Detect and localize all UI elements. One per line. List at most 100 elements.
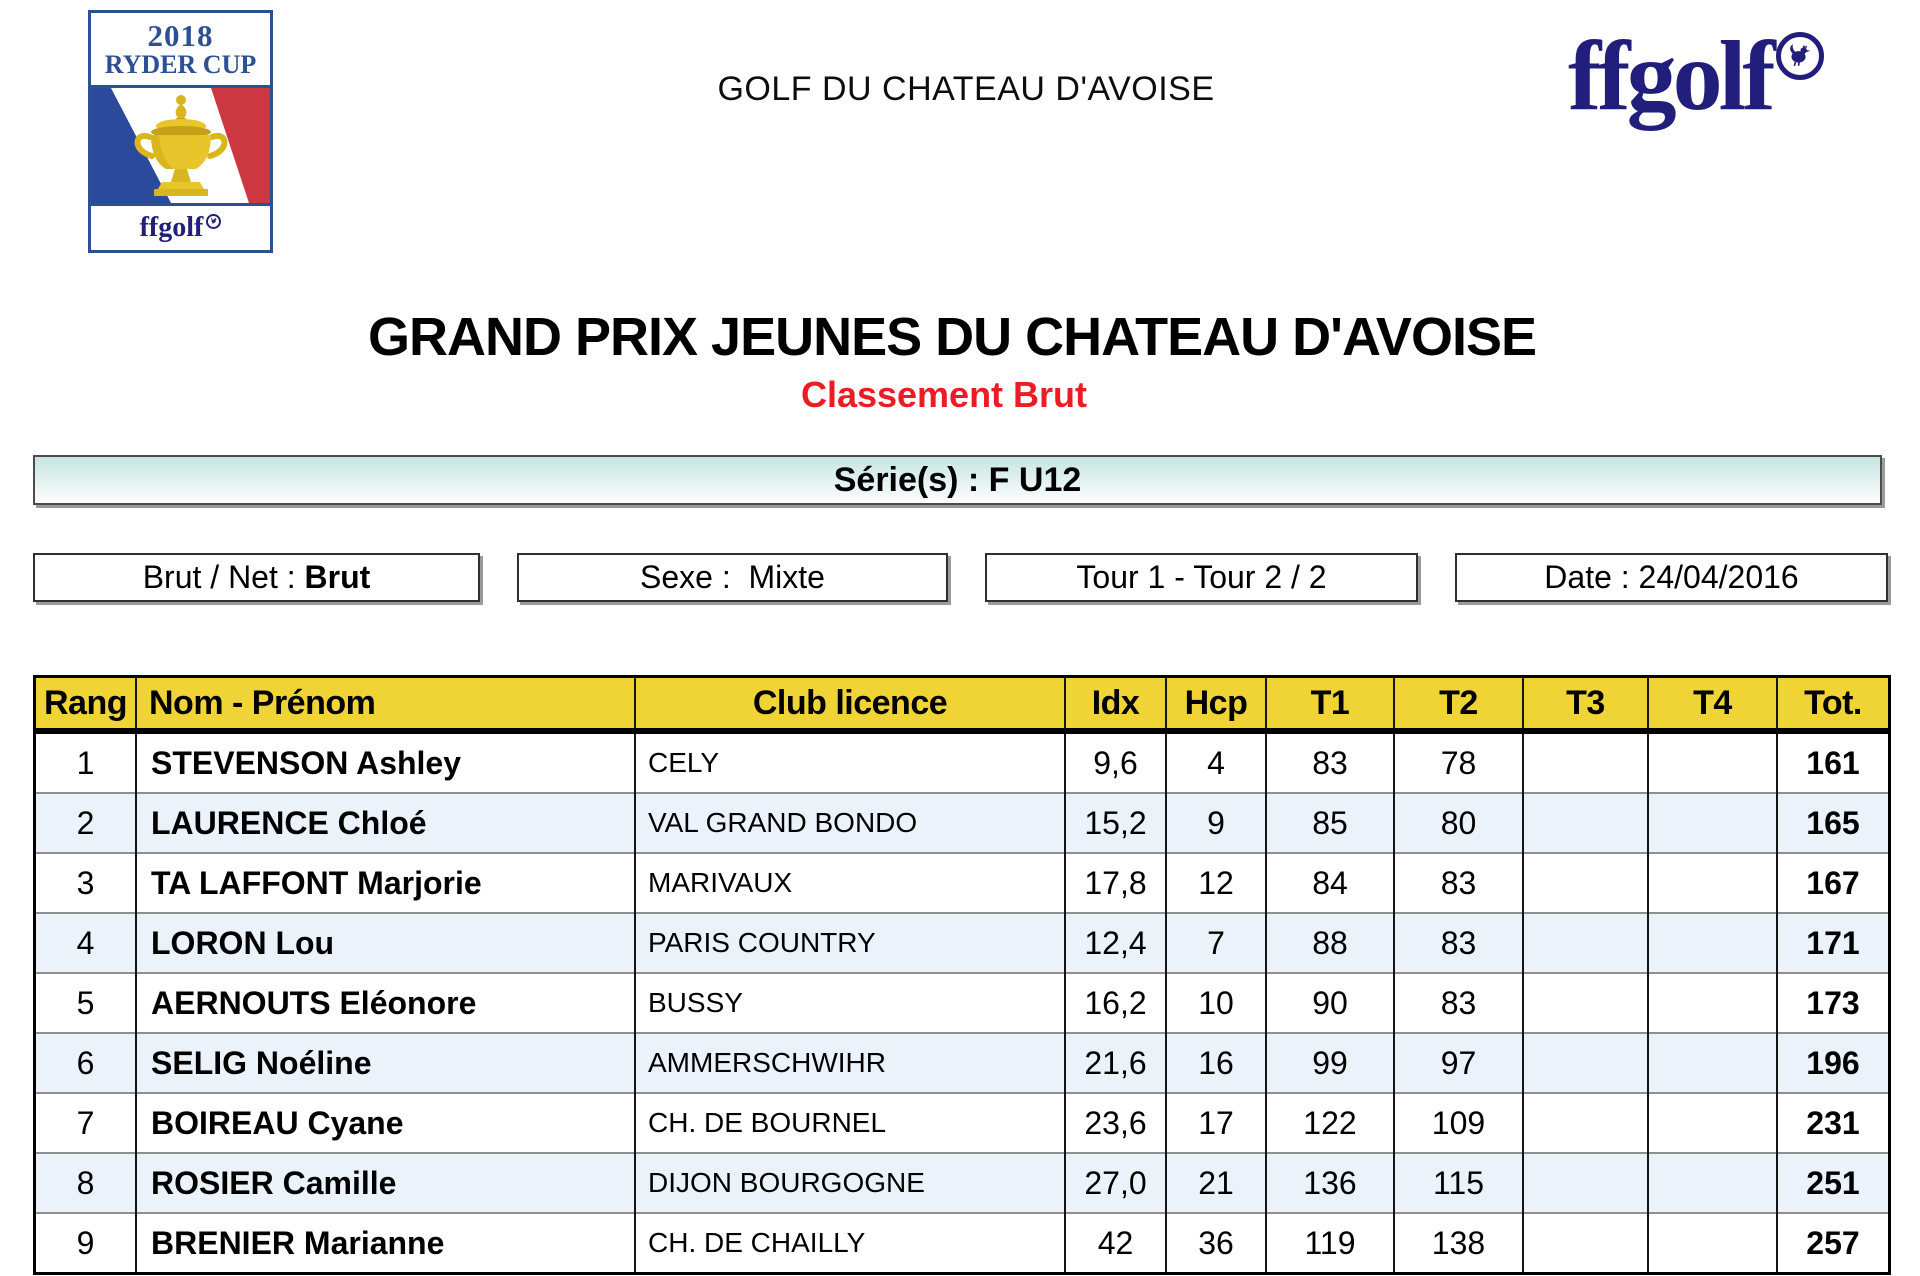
cell-rang: 4 xyxy=(34,912,136,973)
cell-tot: 231 xyxy=(1776,1092,1890,1153)
cell-t4 xyxy=(1647,1092,1777,1153)
filter-value: Brut xyxy=(304,559,371,595)
cell-t1: 83 xyxy=(1265,731,1394,793)
cell-hcp: 17 xyxy=(1165,1092,1266,1153)
cell-t1: 90 xyxy=(1265,972,1394,1033)
cell-t2: 83 xyxy=(1393,852,1523,913)
cell-club: DIJON BOURGOGNE xyxy=(634,1152,1065,1213)
table-row: 8 ROSIER Camille DIJON BOURGOGNE 27,0 21 136 1… xyxy=(34,1152,1890,1213)
cell-idx: 23,6 xyxy=(1064,1092,1166,1153)
cell-idx: 42 xyxy=(1064,1212,1166,1274)
filter-label: Date : 24/04/2016 xyxy=(1544,559,1799,595)
cell-t4 xyxy=(1647,972,1777,1033)
cell-tot: 161 xyxy=(1776,731,1890,793)
col-header-club: Club licence xyxy=(634,676,1065,734)
cell-nom: TA LAFFONT Marjorie xyxy=(135,852,635,913)
cell-tot: 173 xyxy=(1776,972,1890,1033)
ryder-cup-year: 2018 xyxy=(147,18,214,53)
col-header-nom: Nom - Prénom xyxy=(135,676,635,734)
cell-hcp: 16 xyxy=(1165,1032,1266,1093)
cell-hcp: 9 xyxy=(1165,792,1266,853)
cell-hcp: 36 xyxy=(1165,1212,1266,1274)
cell-t2: 80 xyxy=(1393,792,1523,853)
filter-box-tour: Tour 1 - Tour 2 / 2 xyxy=(985,553,1418,602)
filter-label: Tour 1 - Tour 2 / 2 xyxy=(1076,559,1327,595)
cell-nom: AERNOUTS Eléonore xyxy=(135,972,635,1033)
cell-t1: 136 xyxy=(1265,1152,1394,1213)
cell-tot: 251 xyxy=(1776,1152,1890,1213)
cell-hcp: 10 xyxy=(1165,972,1266,1033)
cell-t2: 83 xyxy=(1393,972,1523,1033)
cell-nom: LORON Lou xyxy=(135,912,635,973)
cell-hcp: 7 xyxy=(1165,912,1266,973)
trophy-icon xyxy=(91,88,270,203)
cell-tot: 196 xyxy=(1776,1032,1890,1093)
ranking-subtitle: Classement Brut xyxy=(800,374,1088,415)
cell-hcp: 21 xyxy=(1165,1152,1266,1213)
ryder-cup-logo: 2018 RYDER CUP xyxy=(88,10,273,253)
event-title: GRAND PRIX JEUNES DU CHATEAU D'AVOISE xyxy=(368,307,1537,367)
col-header-rang: Rang xyxy=(34,676,136,734)
ryder-cup-event: RYDER CUP xyxy=(104,50,257,79)
cell-t2: 97 xyxy=(1393,1032,1523,1093)
cell-tot: 257 xyxy=(1776,1212,1890,1274)
cell-t3 xyxy=(1522,1032,1648,1093)
table-header-row: Rang Nom - Prénom Club licence Idx Hcp T1 T2 T3… xyxy=(34,676,1890,734)
table-row: 2 LAURENCE Chloé VAL GRAND BONDO 15,2 9 85 80 1… xyxy=(34,792,1890,853)
cell-t4 xyxy=(1647,852,1777,913)
cell-t2: 138 xyxy=(1393,1212,1523,1274)
cell-t1: 85 xyxy=(1265,792,1394,853)
series-band: Série(s) : F U12 xyxy=(33,455,1882,505)
cell-t3 xyxy=(1522,852,1648,913)
cell-rang: 7 xyxy=(34,1092,136,1153)
ffgolf-wordmark-text: ffgolf xyxy=(1568,20,1776,131)
table-row: 3 TA LAFFONT Marjorie MARIVAUX 17,8 12 84 83 16… xyxy=(34,852,1890,913)
cell-rang: 5 xyxy=(34,972,136,1033)
cell-t4 xyxy=(1647,1032,1777,1093)
cell-club: CH. DE BOURNEL xyxy=(634,1092,1065,1153)
cell-t4 xyxy=(1647,1152,1777,1213)
cell-nom: STEVENSON Ashley xyxy=(135,731,635,793)
cell-t2: 78 xyxy=(1393,731,1523,793)
results-table-wrapper: Rang Nom - Prénom Club licence Idx Hcp T1 T2 T3… xyxy=(33,675,1891,1275)
cell-nom: ROSIER Camille xyxy=(135,1152,635,1213)
cell-t3 xyxy=(1522,912,1648,973)
cell-rang: 9 xyxy=(34,1212,136,1274)
cell-nom: BRENIER Marianne xyxy=(135,1212,635,1274)
results-table: Rang Nom - Prénom Club licence Idx Hcp T1 T2 T3… xyxy=(33,675,1891,1275)
col-header-t2: T2 xyxy=(1393,676,1523,734)
cell-t1: 99 xyxy=(1265,1032,1394,1093)
col-header-idx: Idx xyxy=(1064,676,1166,734)
cell-rang: 8 xyxy=(34,1152,136,1213)
cell-t2: 109 xyxy=(1393,1092,1523,1153)
cell-tot: 165 xyxy=(1776,792,1890,853)
filter-box-brut-net: Brut / Net : Brut xyxy=(33,553,480,602)
cell-nom: LAURENCE Chloé xyxy=(135,792,635,853)
cell-t4 xyxy=(1647,731,1777,793)
cell-t3 xyxy=(1522,972,1648,1033)
cell-club: CH. DE CHAILLY xyxy=(634,1212,1065,1274)
rooster-badge-icon xyxy=(1775,32,1824,80)
cell-tot: 167 xyxy=(1776,852,1890,913)
cell-idx: 9,6 xyxy=(1064,731,1166,793)
cell-club: AMMERSCHWIHR xyxy=(634,1032,1065,1093)
cell-rang: 2 xyxy=(34,792,136,853)
cell-rang: 6 xyxy=(34,1032,136,1093)
table-row: 7 BOIREAU Cyane CH. DE BOURNEL 23,6 17 122 109… xyxy=(34,1092,1890,1153)
cell-club: BUSSY xyxy=(634,972,1065,1033)
table-row: 5 AERNOUTS Eléonore BUSSY 16,2 10 90 83 173 xyxy=(34,972,1890,1033)
cell-t1: 119 xyxy=(1265,1212,1394,1274)
table-row: 1 STEVENSON Ashley CELY 9,6 4 83 78 161 xyxy=(35,731,1890,793)
club-name-header: GOLF DU CHATEAU D'AVOISE xyxy=(717,70,1215,108)
cell-t2: 83 xyxy=(1393,912,1523,973)
table-row: 9 BRENIER Marianne CH. DE CHAILLY 42 36 119 13… xyxy=(34,1212,1890,1274)
cell-t4 xyxy=(1647,912,1777,973)
cell-club: MARIVAUX xyxy=(634,852,1065,913)
cell-idx: 21,6 xyxy=(1064,1032,1166,1093)
cell-nom: BOIREAU Cyane xyxy=(135,1092,635,1153)
cell-t3 xyxy=(1522,1212,1648,1274)
col-header-hcp: Hcp xyxy=(1165,676,1266,734)
cell-hcp: 4 xyxy=(1165,731,1266,793)
cell-tot: 171 xyxy=(1776,912,1890,973)
cell-t4 xyxy=(1647,1212,1777,1274)
